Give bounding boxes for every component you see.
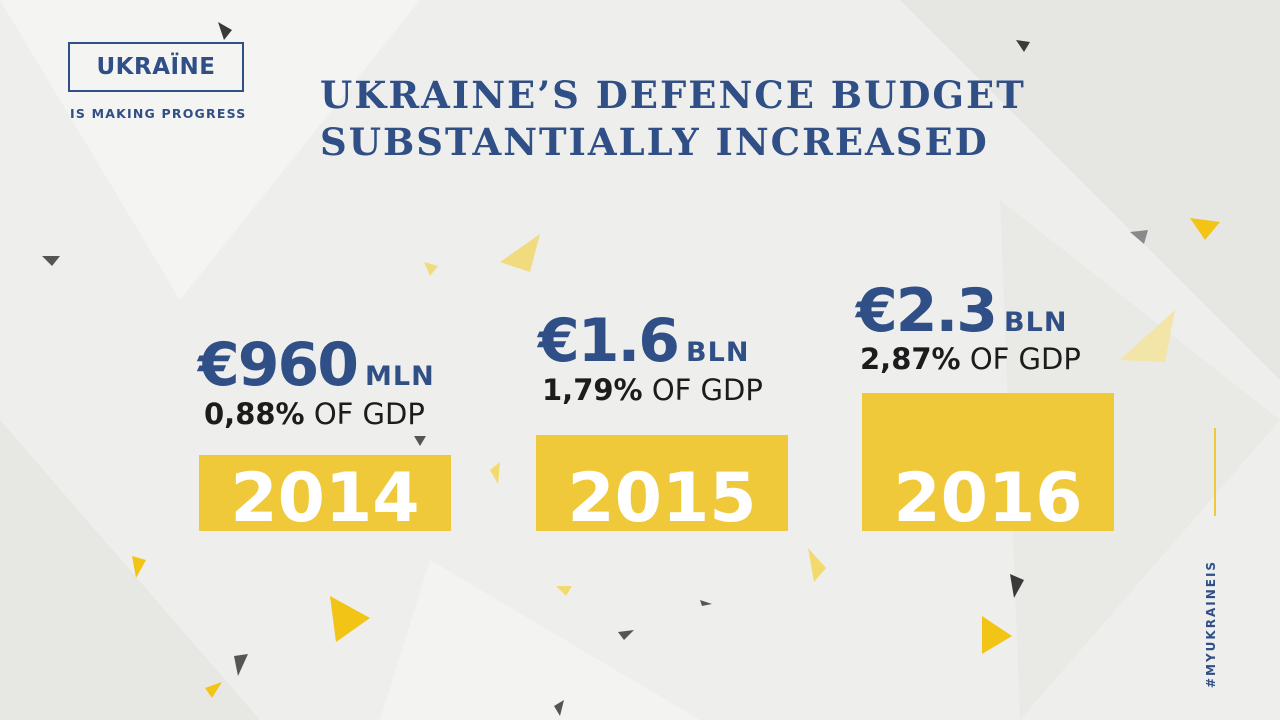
bar-2016	[862, 393, 1114, 531]
logo-tagline: IS MAKING PROGRESS	[70, 106, 247, 121]
gdp-label-2014: 0,88% OF GDP	[204, 397, 425, 431]
amount-unit-2014: MLN	[365, 361, 435, 392]
amount-label-2015: €1.6 BLN	[538, 306, 749, 376]
bar-2014	[199, 455, 451, 531]
bar-label-2015: 2015	[567, 459, 756, 538]
gdp-suffix-2016: OF GDP	[960, 342, 1081, 376]
gdp-pct-2015: 1,79%	[542, 373, 643, 407]
gdp-pct-2014: 0,88%	[204, 397, 305, 431]
amount-label-2014: €960 MLN	[198, 330, 435, 400]
gdp-pct-2016: 2,87%	[860, 342, 961, 376]
gdp-label-2016: 2,87% OF GDP	[860, 342, 1081, 376]
amount-value-2016: €2.3	[856, 276, 998, 346]
bar-label-2016: 2016	[893, 459, 1082, 538]
gdp-suffix-2014: OF GDP	[304, 397, 425, 431]
amount-unit-2015: BLN	[686, 337, 750, 368]
title-line-2: SUBSTANTIALLY INCREASED	[320, 120, 989, 164]
bar-2015	[536, 435, 788, 531]
amount-unit-2016: BLN	[1004, 307, 1068, 338]
amount-label-2016: €2.3 BLN	[856, 276, 1067, 346]
amount-value-2015: €1.6	[538, 306, 680, 376]
bar-label-2014: 2014	[230, 459, 419, 538]
divider-line	[1214, 428, 1216, 516]
gdp-label-2015: 1,79% OF GDP	[542, 373, 763, 407]
gdp-suffix-2015: OF GDP	[642, 373, 763, 407]
amount-value-2014: €960	[198, 330, 359, 400]
page-title: UKRAINE’S DEFENCE BUDGET SUBSTANTIALLY I…	[320, 72, 1080, 166]
hashtag-label: #MYUKRAINEIS	[1204, 559, 1218, 688]
ukraine-logo: UKRAÏNE	[68, 42, 244, 92]
title-line-1: UKRAINE’S DEFENCE BUDGET	[320, 73, 1026, 117]
